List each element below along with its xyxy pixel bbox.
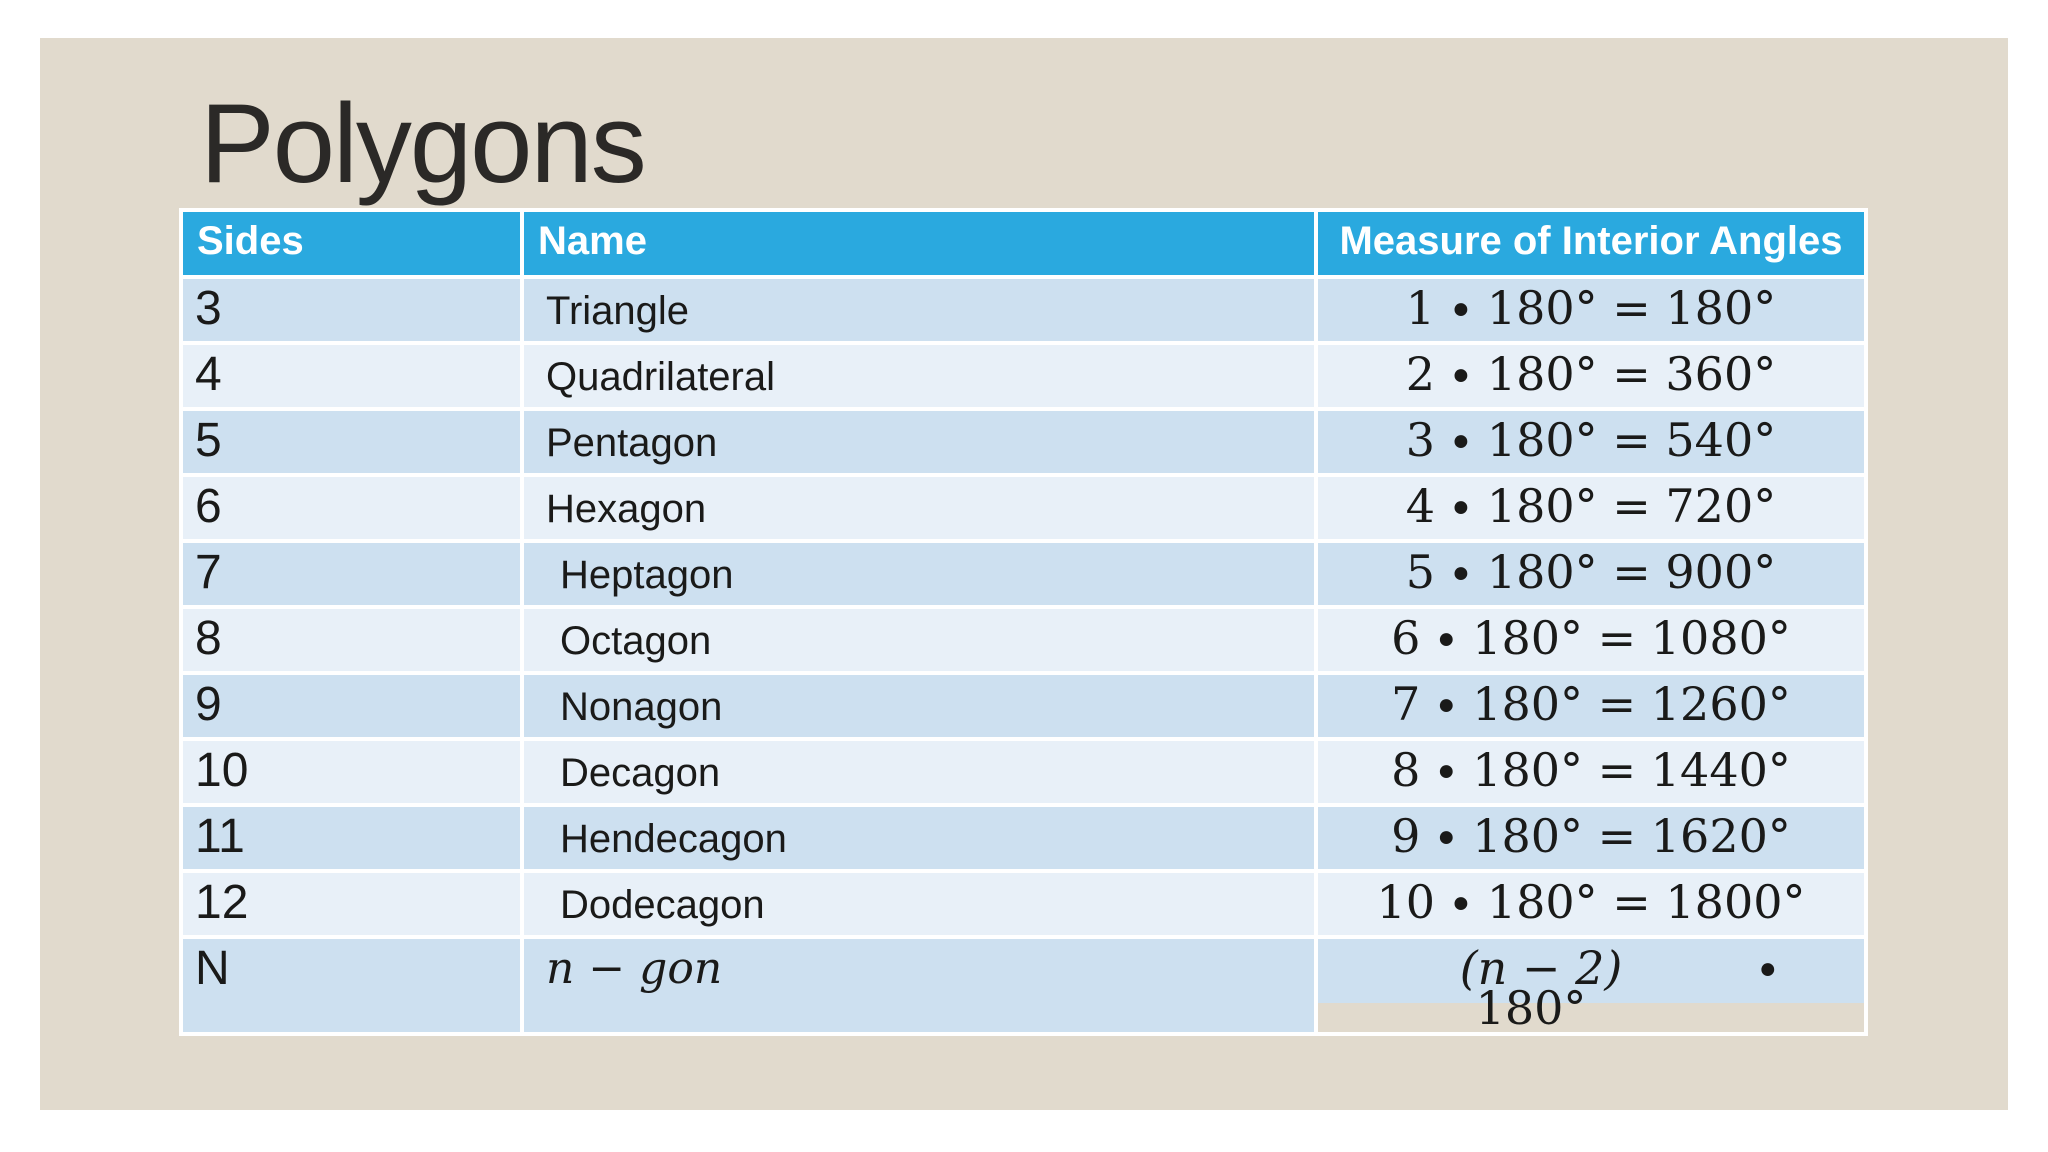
name-value: Triangle: [546, 289, 690, 333]
table-row: 7 Heptagon 5 ∙ 180° = 900°: [183, 543, 1864, 605]
measure-value: 9 ∙ 180° = 1620°: [1391, 809, 1791, 863]
cell-sides: 7: [183, 543, 520, 605]
cell-sides: 10: [183, 741, 520, 803]
header-name: Name: [524, 212, 1314, 275]
formula-result: 180°: [1475, 981, 1587, 1035]
cell-name: Quadrilateral: [524, 345, 1314, 407]
sides-value: N: [195, 942, 230, 995]
cell-measure: 4 ∙ 180° = 720°: [1318, 477, 1864, 539]
measure-value: 4 ∙ 180° = 720°: [1405, 479, 1777, 533]
name-value: Quadrilateral: [546, 355, 776, 399]
sides-value: 4: [195, 348, 222, 401]
sides-value: 12: [195, 876, 249, 929]
cell-sides: 5: [183, 411, 520, 473]
sides-value: 7: [195, 546, 222, 599]
table-header: Sides Name Measure of Interior Angles: [183, 212, 1864, 275]
slide-canvas: Polygons Sides Name Measure of Interior …: [40, 38, 2008, 1110]
sides-value: 9: [195, 678, 222, 731]
cell-measure: 9 ∙ 180° = 1620°: [1318, 807, 1864, 869]
measure-value: 2 ∙ 180° = 360°: [1405, 347, 1777, 401]
cell-measure: 1 ∙ 180° = 180°: [1318, 279, 1864, 341]
sides-value: 8: [195, 612, 222, 665]
cell-measure: 3 ∙ 180° = 540°: [1318, 411, 1864, 473]
cell-name: Nonagon: [524, 675, 1314, 737]
sides-value: 6: [195, 480, 222, 533]
cell-measure: 8 ∙ 180° = 1440°: [1318, 741, 1864, 803]
cell-name: Pentagon: [524, 411, 1314, 473]
cell-sides: 6: [183, 477, 520, 539]
measure-value: 7 ∙ 180° = 1260°: [1391, 677, 1791, 731]
cell-sides: 3: [183, 279, 520, 341]
table-body: 3 Triangle 1 ∙ 180° = 180° 4 Quadrilateral 2 …: [183, 279, 1864, 1032]
name-value: Hexagon: [546, 487, 707, 531]
table-row: 4 Quadrilateral 2 ∙ 180° = 360°: [183, 345, 1864, 407]
cell-name: Triangle: [524, 279, 1314, 341]
sides-value: 3: [195, 282, 222, 335]
name-value: Pentagon: [546, 421, 718, 465]
cell-name: Heptagon: [524, 543, 1314, 605]
polygons-table: Sides Name Measure of Interior Angles 3 T…: [179, 208, 1868, 1036]
sides-value: 5: [195, 414, 222, 467]
name-value: Nonagon: [560, 685, 723, 729]
n-gon-formula: (n − 2) ∙ 180°: [1319, 943, 1863, 1031]
name-value: Heptagon: [560, 553, 734, 597]
name-value: n − gon: [546, 943, 723, 994]
cell-name: Decagon: [524, 741, 1314, 803]
measure-value: 8 ∙ 180° = 1440°: [1391, 743, 1791, 797]
cell-measure: 7 ∙ 180° = 1260°: [1318, 675, 1864, 737]
cell-measure: 2 ∙ 180° = 360°: [1318, 345, 1864, 407]
cell-name: Hendecagon: [524, 807, 1314, 869]
sides-value: 11: [195, 810, 245, 863]
table-row: 9 Nonagon 7 ∙ 180° = 1260°: [183, 675, 1864, 737]
slide-title: Polygons: [200, 81, 647, 206]
name-value: Dodecagon: [560, 883, 765, 927]
measure-value: 3 ∙ 180° = 540°: [1405, 413, 1777, 467]
header-sides: Sides: [183, 212, 520, 275]
cell-name: Hexagon: [524, 477, 1314, 539]
cell-measure: 10 ∙ 180° = 1800°: [1318, 873, 1864, 935]
table-row: 10 Decagon 8 ∙ 180° = 1440°: [183, 741, 1864, 803]
cell-measure: 5 ∙ 180° = 900°: [1318, 543, 1864, 605]
cell-sides: 11: [183, 807, 520, 869]
cell-name: Octagon: [524, 609, 1314, 671]
table-row: 5 Pentagon 3 ∙ 180° = 540°: [183, 411, 1864, 473]
cell-measure: (n − 2) ∙ 180°: [1318, 939, 1864, 1032]
name-value: Octagon: [560, 619, 712, 663]
cell-sides: 8: [183, 609, 520, 671]
measure-value: 6 ∙ 180° = 1080°: [1391, 611, 1791, 665]
formula-expression: (n − 2): [1459, 941, 1623, 995]
name-value: Decagon: [560, 751, 721, 795]
table-row: 11 Hendecagon 9 ∙ 180° = 1620°: [183, 807, 1864, 869]
table-row: 12 Dodecagon 10 ∙ 180° = 1800°: [183, 873, 1864, 935]
sides-value: 10: [195, 744, 249, 797]
measure-value: 1 ∙ 180° = 180°: [1405, 281, 1777, 335]
cell-sides: 12: [183, 873, 520, 935]
header-measure: Measure of Interior Angles: [1318, 212, 1864, 275]
measure-value: 10 ∙ 180° = 1800°: [1376, 875, 1806, 929]
table-row: 8 Octagon 6 ∙ 180° = 1080°: [183, 609, 1864, 671]
cell-sides: 4: [183, 345, 520, 407]
measure-value: 5 ∙ 180° = 900°: [1405, 545, 1777, 599]
name-value: Hendecagon: [560, 817, 787, 861]
cell-name: Dodecagon: [524, 873, 1314, 935]
header-row: Sides Name Measure of Interior Angles: [183, 212, 1864, 275]
cell-name: n − gon: [524, 939, 1314, 1032]
cell-sides: N: [183, 939, 520, 1032]
table-row: 6 Hexagon 4 ∙ 180° = 720°: [183, 477, 1864, 539]
cell-sides: 9: [183, 675, 520, 737]
cell-measure: 6 ∙ 180° = 1080°: [1318, 609, 1864, 671]
table-row: 3 Triangle 1 ∙ 180° = 180°: [183, 279, 1864, 341]
formula-bullet: ∙: [1756, 941, 1779, 995]
